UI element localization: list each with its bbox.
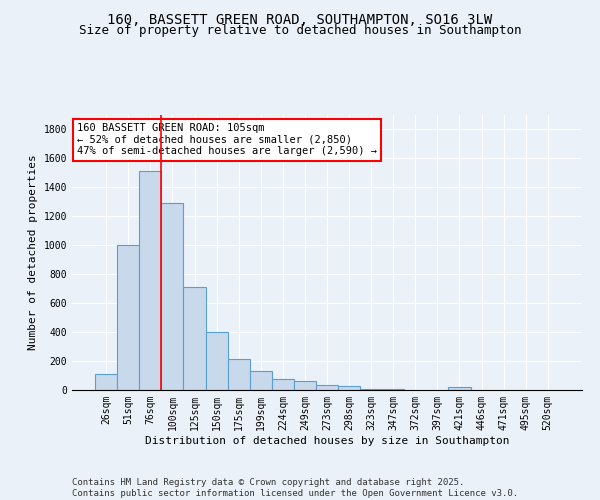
Bar [95, 374, 117, 390]
Bar [206, 332, 227, 390]
Bar [360, 388, 382, 390]
Bar [227, 359, 250, 390]
Bar [184, 287, 206, 390]
Text: Size of property relative to detached houses in Southampton: Size of property relative to detached ho… [79, 24, 521, 37]
Bar [448, 387, 470, 390]
X-axis label: Distribution of detached houses by size in Southampton: Distribution of detached houses by size … [145, 436, 509, 446]
Bar [117, 246, 139, 390]
Bar [382, 388, 404, 390]
Bar [139, 172, 161, 390]
Bar [250, 371, 272, 390]
Bar [272, 379, 294, 390]
Bar [316, 385, 338, 390]
Y-axis label: Number of detached properties: Number of detached properties [28, 154, 38, 350]
Text: 160 BASSETT GREEN ROAD: 105sqm
← 52% of detached houses are smaller (2,850)
47% : 160 BASSETT GREEN ROAD: 105sqm ← 52% of … [77, 123, 377, 156]
Bar [294, 382, 316, 390]
Text: Contains HM Land Registry data © Crown copyright and database right 2025.
Contai: Contains HM Land Registry data © Crown c… [72, 478, 518, 498]
Bar [161, 204, 184, 390]
Bar [338, 386, 360, 390]
Text: 160, BASSETT GREEN ROAD, SOUTHAMPTON, SO16 3LW: 160, BASSETT GREEN ROAD, SOUTHAMPTON, SO… [107, 12, 493, 26]
